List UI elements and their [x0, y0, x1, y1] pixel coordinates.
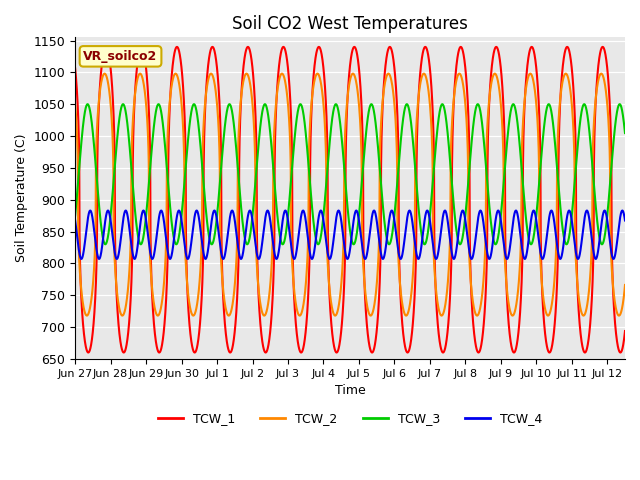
- TCW_4: [605, 226, 612, 232]
- TCW_2: [577, 308, 585, 314]
- Line: TCW_2: TCW_2: [75, 73, 625, 316]
- TCW_3: [71, 213, 79, 218]
- TCW_2: [83, 313, 91, 319]
- TCW_2: [71, 101, 79, 107]
- TCW_1: [333, 349, 340, 355]
- TCW_2: [100, 71, 108, 76]
- TCW_1: [84, 349, 92, 355]
- TCW_3: [101, 241, 109, 247]
- TCW_1: [621, 328, 629, 334]
- TCW_1: [71, 65, 79, 71]
- Line: TCW_1: TCW_1: [75, 47, 625, 352]
- TCW_1: [303, 321, 310, 326]
- TCW_2: [303, 273, 310, 279]
- TCW_4: [86, 208, 94, 214]
- TCW_4: [333, 213, 340, 218]
- TCW_3: [577, 112, 585, 118]
- TCW_3: [471, 110, 479, 116]
- TCW_4: [303, 223, 310, 228]
- Line: TCW_3: TCW_3: [75, 104, 625, 244]
- TCW_1: [307, 126, 315, 132]
- TCW_4: [471, 241, 479, 247]
- TCW_1: [102, 44, 110, 50]
- TCW_3: [605, 201, 612, 206]
- TCW_4: [71, 217, 79, 223]
- Line: TCW_4: TCW_4: [75, 211, 625, 259]
- TCW_4: [621, 217, 629, 223]
- Text: VR_soilco2: VR_soilco2: [83, 50, 157, 63]
- Title: Soil CO2 West Temperatures: Soil CO2 West Temperatures: [232, 15, 468, 33]
- TCW_2: [333, 311, 340, 317]
- TCW_2: [605, 117, 612, 122]
- TCW_3: [307, 190, 315, 196]
- TCW_4: [77, 256, 85, 262]
- TCW_4: [577, 243, 585, 249]
- TCW_3: [621, 130, 629, 136]
- Legend: TCW_1, TCW_2, TCW_3, TCW_4: TCW_1, TCW_2, TCW_3, TCW_4: [153, 407, 547, 430]
- TCW_3: [333, 102, 340, 108]
- TCW_3: [84, 101, 92, 107]
- TCW_1: [471, 336, 479, 342]
- TCW_4: [307, 254, 315, 260]
- TCW_3: [303, 137, 310, 143]
- TCW_2: [307, 109, 315, 115]
- TCW_1: [605, 78, 612, 84]
- TCW_1: [577, 335, 585, 340]
- TCW_2: [621, 282, 629, 288]
- X-axis label: Time: Time: [335, 384, 365, 397]
- Y-axis label: Soil Temperature (C): Soil Temperature (C): [15, 134, 28, 263]
- TCW_2: [471, 309, 479, 315]
